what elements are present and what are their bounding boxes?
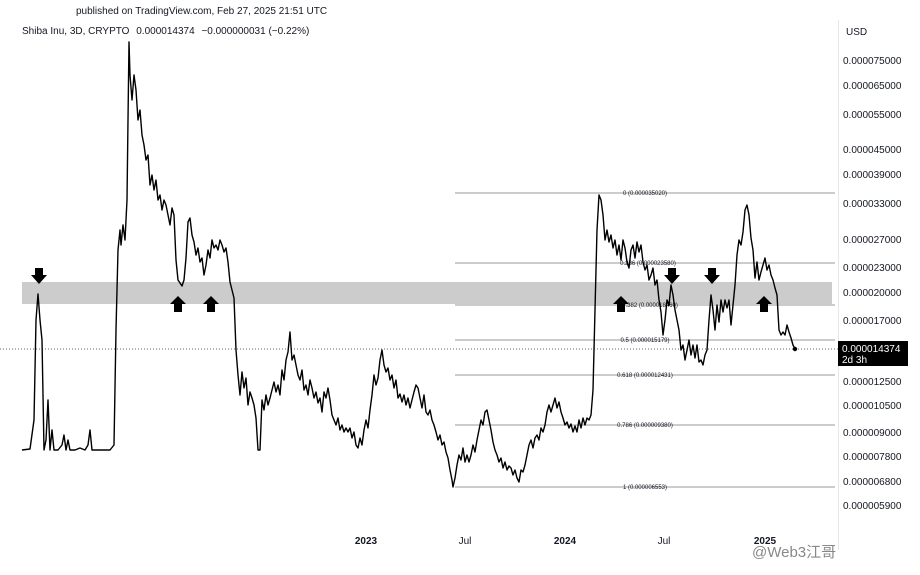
arrow-down-icon — [664, 268, 680, 284]
symbol-price: 0.000014374 — [136, 26, 195, 37]
price-axis-separator — [838, 20, 839, 550]
arrow-up-icon — [170, 296, 186, 312]
y-tick-label: 0.000055000 — [843, 110, 902, 121]
arrow-up-icon — [756, 296, 772, 312]
x-tick-label: Jul — [658, 536, 671, 547]
x-tick-label: 2025 — [754, 536, 777, 547]
y-tick-label: 0.000017000 — [843, 316, 902, 327]
y-tick-label: 0.000005900 — [843, 501, 902, 512]
symbol-title: Shiba Inu, 3D, CRYPTO — [22, 26, 130, 37]
y-tick-label: 0.000023000 — [843, 263, 902, 274]
y-tick-label: 0.000020000 — [843, 288, 902, 299]
fib-label-0786: 0.786 (0.000009380) — [617, 423, 673, 429]
fibonacci-levels — [455, 192, 835, 488]
y-tick-label: 0.000033000 — [843, 199, 902, 210]
y-tick-label: 0.000012500 — [843, 377, 902, 388]
last-price-dot — [792, 346, 798, 352]
y-tick-label: 0.000009000 — [843, 428, 902, 439]
y-tick-label: 0.000027000 — [843, 235, 902, 246]
currency-label: USD — [846, 27, 868, 38]
published-note: published on TradingView.com, Feb 27, 20… — [76, 6, 328, 17]
x-tick-label: 2023 — [355, 536, 378, 547]
y-tick-label: 0.000045000 — [843, 145, 902, 156]
y-tick-label: 0.000007800 — [843, 452, 902, 463]
arrow-down-icon — [704, 268, 720, 284]
x-tick-label: Jul — [459, 536, 472, 547]
support-zone — [22, 282, 832, 304]
y-tick-label: 0.000006800 — [843, 477, 902, 488]
arrow-up-icon — [203, 296, 219, 312]
watermark: @Web3江哥 — [752, 544, 837, 561]
fib-label-0236: 0.236 (0.000023580) — [620, 261, 676, 267]
price-badge-countdown: 2d 3h — [842, 355, 867, 366]
price-badge-value: 0.000014374 — [842, 344, 901, 355]
fib-label-0: 0 (0.000035020) — [623, 191, 667, 197]
fib-label-0618: 0.618 (0.000012431) — [617, 373, 673, 379]
fib-label-05: 0.5 (0.000015179) — [620, 338, 669, 344]
fib-label-0382: 0.382 (0.000018460) — [622, 303, 678, 309]
y-tick-label: 0.000075000 — [843, 56, 902, 67]
y-tick-label: 0.000065000 — [843, 81, 902, 92]
x-tick-label: 2024 — [554, 536, 577, 547]
price-line — [21, 41, 796, 488]
y-tick-label: 0.000010500 — [843, 401, 902, 412]
fib-label-1: 1 (0.000006553) — [623, 485, 667, 491]
arrow-up-icon — [613, 296, 629, 312]
y-tick-label: 0.000039000 — [843, 170, 902, 181]
symbol-change: −0.000000031 (−0.22%) — [201, 26, 310, 37]
price-badge — [838, 341, 908, 366]
arrow-down-icon — [31, 268, 47, 284]
symbol-bar: Shiba Inu, 3D, CRYPTO 0.000014374 −0.000… — [22, 26, 313, 37]
